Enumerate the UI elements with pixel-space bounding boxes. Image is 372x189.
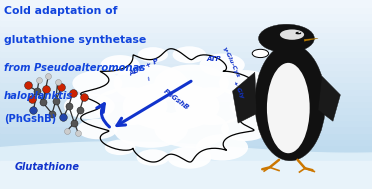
Bar (0, 63, 372, 70)
Text: ATP: ATP (206, 56, 221, 62)
Circle shape (77, 119, 118, 139)
Bar (0, 25, 372, 32)
Circle shape (267, 41, 280, 47)
Point (36, 78, 42, 81)
Bar (0, 19, 372, 26)
Point (58, 86, 64, 89)
Bar (0, 144, 372, 151)
Bar (0, 75, 372, 82)
Bar (0, 0, 372, 7)
Bar (0, 37, 372, 45)
Point (25, 84, 31, 87)
Point (81, 95, 87, 98)
Circle shape (298, 32, 301, 33)
Circle shape (219, 70, 271, 96)
Polygon shape (304, 38, 318, 41)
Ellipse shape (267, 63, 310, 153)
Text: i: i (147, 77, 151, 82)
Polygon shape (0, 161, 372, 189)
Text: Cold adaptation of: Cold adaptation of (4, 6, 117, 16)
Point (71, 122, 77, 125)
Bar (0, 31, 372, 38)
Bar (0, 113, 372, 120)
Bar (0, 69, 372, 76)
Text: ADP + P: ADP + P (128, 58, 160, 77)
Circle shape (175, 87, 249, 125)
Point (64, 129, 70, 132)
Circle shape (221, 117, 269, 141)
Bar (0, 138, 372, 145)
Point (55, 80, 61, 83)
Circle shape (278, 34, 288, 39)
Bar (0, 106, 372, 114)
Bar (0, 6, 372, 13)
Point (34, 90, 40, 93)
Bar (0, 44, 372, 51)
Bar (0, 12, 372, 19)
Text: PhGshB: PhGshB (162, 88, 190, 111)
Circle shape (230, 94, 276, 118)
Circle shape (113, 110, 188, 148)
Circle shape (285, 28, 294, 32)
Circle shape (73, 71, 122, 96)
Circle shape (138, 47, 168, 62)
Bar (0, 176, 372, 183)
Circle shape (93, 87, 167, 125)
Bar (0, 182, 372, 189)
Bar (0, 50, 372, 57)
Point (77, 108, 83, 112)
Bar (0, 94, 372, 101)
Bar (0, 119, 372, 126)
Ellipse shape (255, 44, 326, 161)
Circle shape (137, 149, 169, 166)
Point (53, 99, 59, 102)
Text: Glutathione: Glutathione (15, 162, 80, 172)
Polygon shape (0, 142, 372, 189)
Circle shape (252, 49, 269, 58)
Text: γ-Glu-Cys: γ-Glu-Cys (221, 46, 240, 79)
Bar (0, 88, 372, 95)
Point (66, 105, 72, 108)
Circle shape (154, 64, 229, 102)
Circle shape (123, 82, 219, 131)
Bar (0, 150, 372, 158)
Circle shape (113, 64, 188, 102)
Bar (0, 169, 372, 177)
Point (49, 112, 55, 115)
Circle shape (295, 31, 302, 35)
Circle shape (105, 140, 135, 155)
Point (44, 88, 49, 91)
Text: glutathione synthetase: glutathione synthetase (4, 35, 146, 45)
Polygon shape (318, 76, 340, 121)
Point (29, 97, 35, 100)
Bar (0, 56, 372, 64)
Text: from Pseudoalteromonas: from Pseudoalteromonas (4, 63, 145, 73)
Bar (0, 157, 372, 164)
Point (45, 74, 51, 77)
Text: (PhGshB): (PhGshB) (4, 114, 56, 124)
Circle shape (199, 53, 245, 76)
Circle shape (259, 24, 314, 53)
Ellipse shape (280, 29, 304, 40)
Circle shape (167, 146, 211, 169)
Circle shape (173, 46, 206, 63)
Circle shape (196, 134, 248, 160)
Point (70, 91, 76, 94)
Polygon shape (232, 72, 257, 123)
Bar (0, 100, 372, 107)
Circle shape (154, 110, 229, 148)
Point (60, 116, 66, 119)
Bar (0, 132, 372, 139)
Bar (0, 163, 372, 170)
Circle shape (100, 55, 140, 75)
Point (31, 108, 36, 112)
Bar (0, 81, 372, 89)
Circle shape (64, 93, 115, 119)
Text: + Gly: + Gly (232, 80, 245, 99)
Point (40, 101, 46, 104)
Point (75, 131, 81, 134)
Bar (0, 125, 372, 132)
Text: haloplanktis: haloplanktis (4, 91, 73, 101)
